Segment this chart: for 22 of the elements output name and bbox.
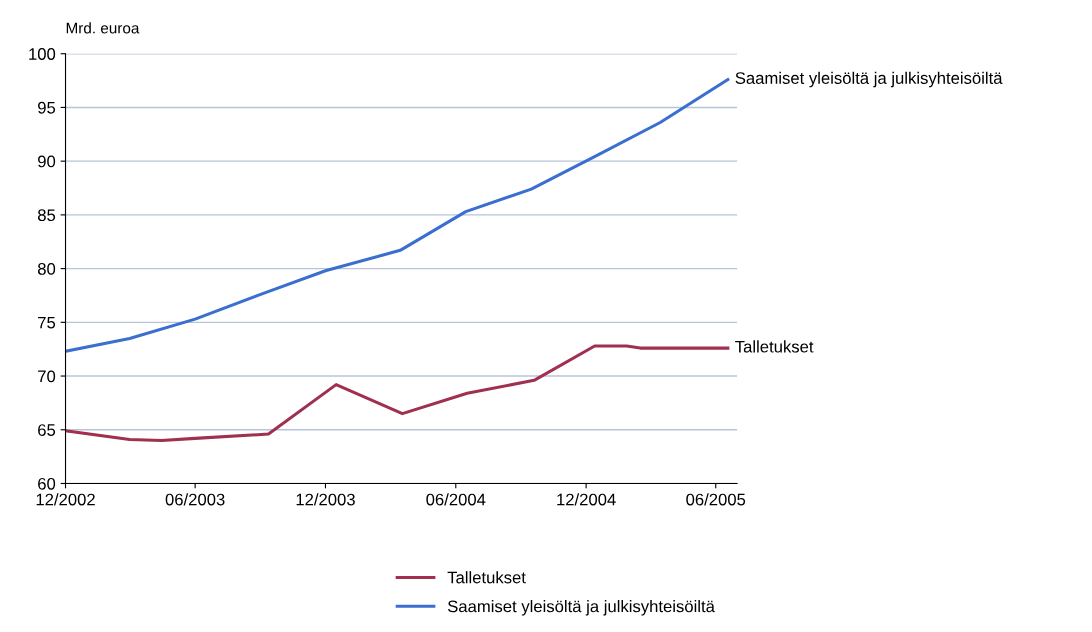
text: Saamiset yleisöltä ja julkisyhteisöiltä (735, 71, 1003, 88)
x-tick-label: 06/2004 (426, 493, 486, 506)
y-tick-label: 75 (38, 316, 56, 329)
y-tick-label: 85 (37, 209, 56, 222)
y-tick-label: 95 (38, 101, 56, 114)
x-tick-label: 12/2003 (296, 493, 355, 506)
y-tick-label: 80 (37, 263, 56, 275)
x-tick-label: 12/2002 (36, 493, 95, 506)
y-tick-label: 60 (38, 477, 56, 490)
y-tick-label: 90 (38, 155, 56, 168)
x-tick-label: 06/2005 (686, 493, 746, 506)
y-tick-label: 70 (38, 370, 56, 383)
y-axis-title: Mrd. euroa (66, 22, 140, 34)
x-tick-label: 12/2004 (557, 493, 616, 506)
legend-label: Talletukset (447, 571, 526, 584)
y-tick-label: 65 (38, 424, 56, 436)
line-series (65, 77, 730, 353)
x-tick-label: 06/2003 (165, 493, 225, 506)
y-tick-label: 100 (29, 48, 56, 60)
line-series (65, 344, 730, 443)
legend-label: Saamiset yleisöltä ja julkisyhteisöiltä (447, 600, 715, 616)
text: Talletukset (735, 340, 814, 353)
